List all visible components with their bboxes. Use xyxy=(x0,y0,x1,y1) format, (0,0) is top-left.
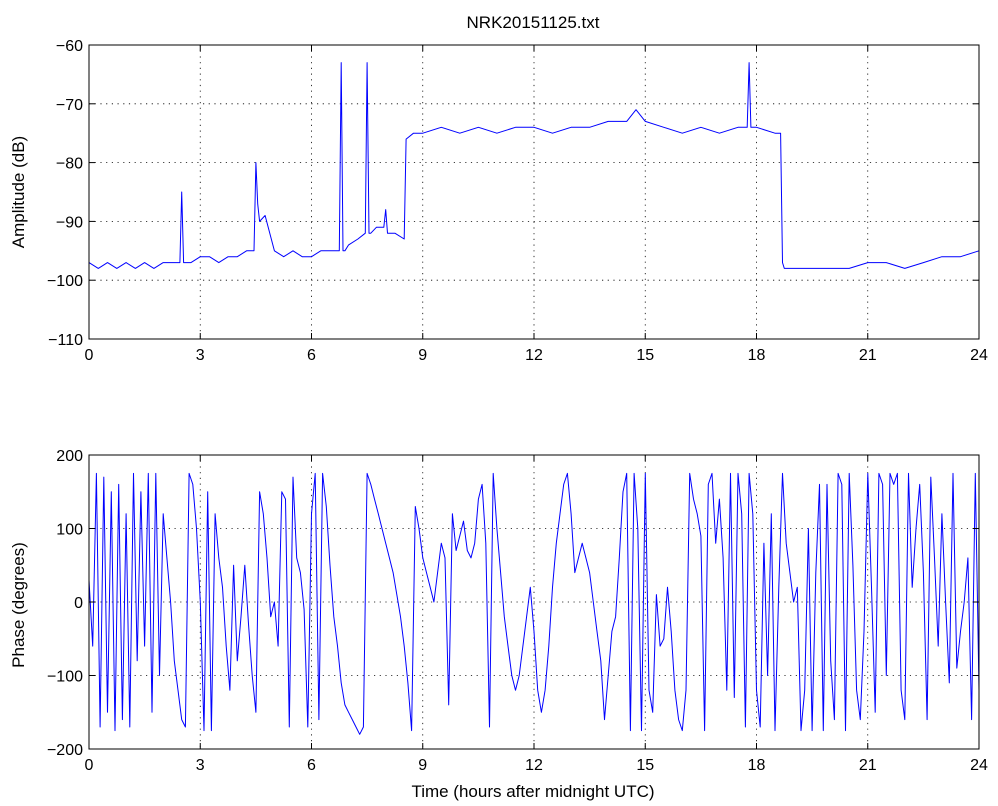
amplitude-series-line xyxy=(88,62,980,269)
y-tick-label: 100 xyxy=(56,522,83,539)
y-tick-label: −100 xyxy=(47,669,83,686)
x-tick-label: 21 xyxy=(859,757,877,774)
phase-y-axis-label: Phase (degrees) xyxy=(9,542,28,668)
x-axis-label: Time (hours after midnight UTC) xyxy=(411,782,654,801)
phase-series-line xyxy=(88,472,980,735)
x-tick-label: 6 xyxy=(307,347,316,364)
x-tick-label: 0 xyxy=(85,757,94,774)
y-tick-label: −80 xyxy=(56,156,83,173)
y-tick-label: −90 xyxy=(56,214,83,231)
chart-title: NRK20151125.txt xyxy=(467,13,600,32)
y-tick-label: 0 xyxy=(74,595,83,612)
x-tick-label: 24 xyxy=(970,757,988,774)
x-tick-label: 18 xyxy=(748,347,766,364)
y-tick-label: 200 xyxy=(56,448,83,465)
x-tick-label: 9 xyxy=(418,757,427,774)
x-tick-label: 6 xyxy=(307,757,316,774)
y-tick-label: −100 xyxy=(47,273,83,290)
x-tick-label: 15 xyxy=(636,757,654,774)
x-tick-label: 3 xyxy=(196,757,205,774)
x-tick-label: 3 xyxy=(196,347,205,364)
plot-frame xyxy=(88,44,980,340)
y-tick-label: −110 xyxy=(48,332,83,349)
x-tick-label: 12 xyxy=(525,347,543,364)
y-tick-label: −60 xyxy=(56,38,83,55)
x-tick-label: 21 xyxy=(859,347,877,364)
phase-panel: Phase (degrees) Time (hours after midnig… xyxy=(9,448,988,801)
x-tick-label: 9 xyxy=(418,347,427,364)
x-tick-label: 18 xyxy=(748,757,766,774)
y-tick-label: −200 xyxy=(47,742,83,759)
x-tick-label: 24 xyxy=(970,347,988,364)
x-tick-label: 15 xyxy=(636,347,654,364)
y-tick-label: −70 xyxy=(56,97,83,114)
amplitude-panel: NRK20151125.txt Amplitude (dB) 0 3 6 9 12 15 1… xyxy=(9,13,988,364)
x-tick-label: 12 xyxy=(525,757,543,774)
amplitude-y-axis-label: Amplitude (dB) xyxy=(9,136,28,248)
x-tick-label: 0 xyxy=(85,347,94,364)
